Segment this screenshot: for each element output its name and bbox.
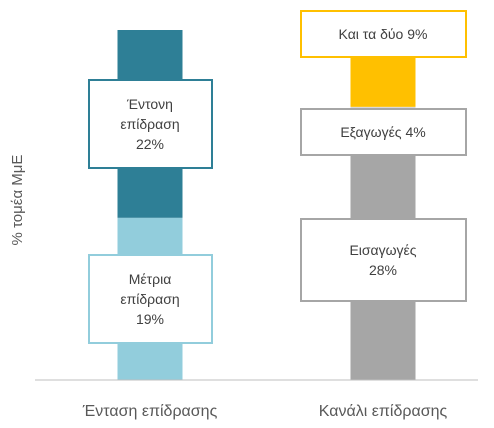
- data-label-box: Εξαγωγές 4%: [299, 107, 467, 156]
- data-label-box: Έντονη επίδραση 22%: [87, 78, 213, 169]
- value-label: 9%: [407, 26, 428, 43]
- series-name: Εισαγωγές: [349, 242, 417, 259]
- value-label: 28%: [368, 262, 398, 279]
- x-tick-label: Κανάλι επίδρασης: [319, 403, 448, 420]
- series-name: Μέτρια επίδραση: [120, 270, 180, 307]
- value-label: 22%: [135, 135, 165, 152]
- x-tick-label: Ένταση επίδρασης: [82, 403, 218, 420]
- series-name: Έντονη επίδραση: [120, 95, 180, 132]
- series-name: Εξαγωγές: [340, 123, 402, 140]
- data-label-box: Μέτρια επίδραση 19%: [87, 253, 213, 344]
- value-label: 19%: [135, 310, 165, 327]
- label-line: Και τα δύο 9%: [339, 24, 428, 44]
- y-axis-label: % τομέα ΜμΕ: [9, 155, 26, 246]
- value-label: 4%: [405, 123, 426, 140]
- series-name: Και τα δύο: [338, 26, 404, 43]
- data-label-box: Και τα δύο 9%: [299, 10, 467, 59]
- data-label-box: Εισαγωγές 28%: [299, 218, 467, 303]
- label-line: Εξαγωγές 4%: [340, 122, 425, 142]
